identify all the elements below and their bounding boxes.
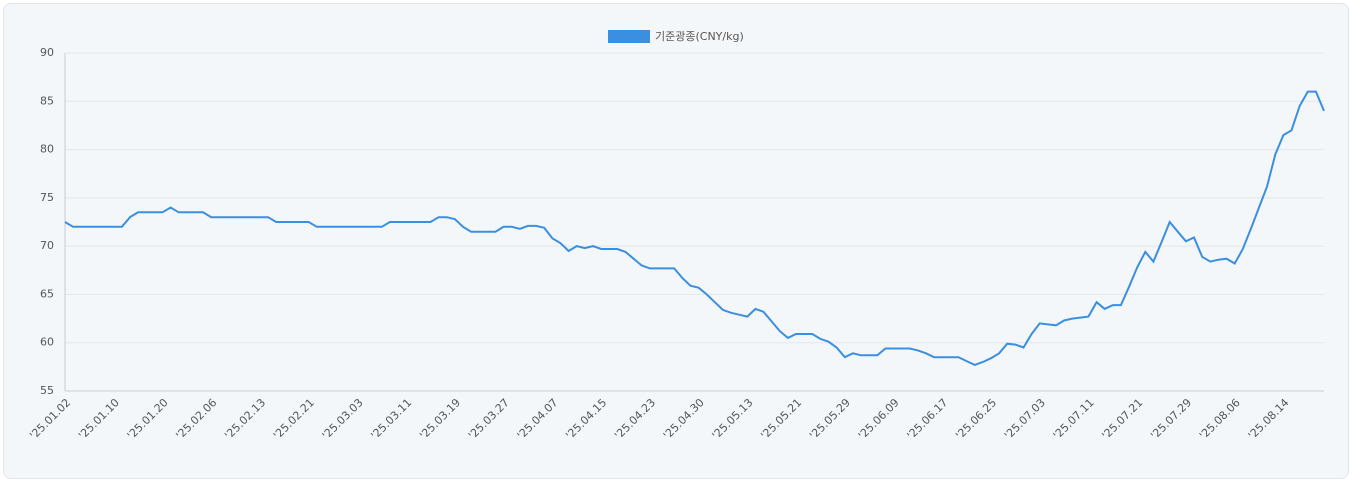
x-tick-label: '25.05.29 <box>807 396 853 442</box>
y-tick-label: 85 <box>40 94 54 107</box>
x-tick-label: '25.02.21 <box>271 396 317 442</box>
x-tick-label: '25.03.19 <box>417 396 463 442</box>
y-tick-label: 55 <box>40 384 54 397</box>
x-tick-label: '25.08.14 <box>1246 396 1292 442</box>
y-tick-label: 65 <box>40 287 54 300</box>
x-tick-label: '25.07.11 <box>1051 396 1097 442</box>
x-tick-label: '25.07.21 <box>1099 396 1145 442</box>
x-tick-label: '25.04.23 <box>612 396 658 442</box>
y-tick-label: 80 <box>40 143 54 156</box>
x-tick-label: '25.05.13 <box>710 396 756 442</box>
chart-card <box>3 3 1349 479</box>
x-tick-label: '25.05.21 <box>758 396 804 442</box>
x-tick-label: '25.02.13 <box>222 396 268 442</box>
y-tick-label: 75 <box>40 191 54 204</box>
x-tick-label: '25.01.10 <box>76 396 122 442</box>
x-tick-label: '25.04.07 <box>515 396 561 442</box>
legend-label: 기준광종(CNY/kg) <box>655 30 744 43</box>
y-tick-label: 90 <box>40 46 54 59</box>
x-tick-label: '25.07.03 <box>1002 396 1048 442</box>
y-tick-label: 70 <box>40 239 54 252</box>
x-tick-label: '25.06.17 <box>905 396 951 442</box>
x-tick-label: '25.01.02 <box>27 396 73 442</box>
x-tick-label: '25.03.27 <box>466 396 512 442</box>
x-tick-label: '25.04.30 <box>661 396 707 442</box>
x-tick-label: '25.06.25 <box>953 396 999 442</box>
x-tick-label: '25.04.15 <box>563 396 609 442</box>
x-tick-label: '25.03.11 <box>368 396 414 442</box>
legend-swatch <box>608 30 650 43</box>
x-tick-label: '25.01.20 <box>125 396 171 442</box>
x-tick-label: '25.08.06 <box>1197 396 1243 442</box>
x-tick-label: '25.02.06 <box>173 396 219 442</box>
line <box>64 90 1325 366</box>
x-tick-label: '25.07.29 <box>1148 396 1194 442</box>
x-tick-label: '25.06.09 <box>856 396 902 442</box>
x-tick-label: '25.03.03 <box>320 396 366 442</box>
y-tick-label: 60 <box>40 336 54 349</box>
